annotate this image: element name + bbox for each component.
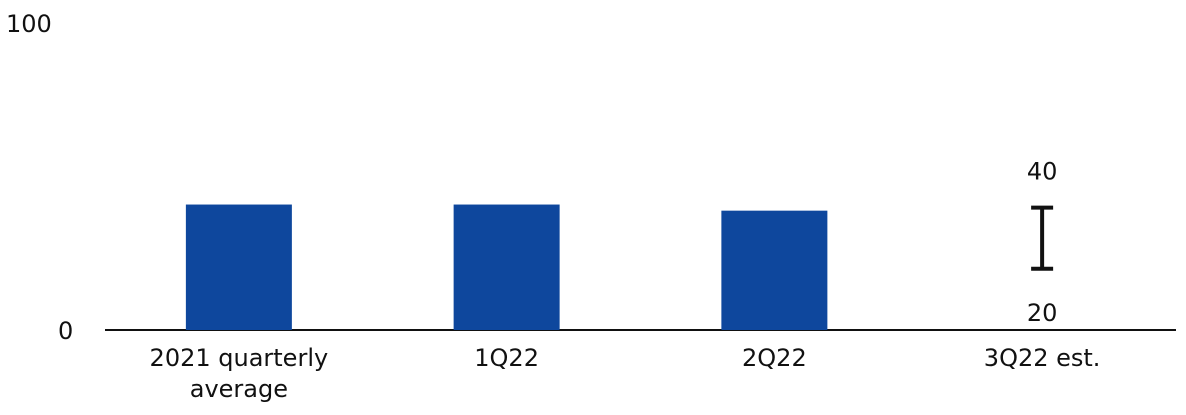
- bar-1q22: [453, 204, 560, 330]
- y-tick-label-0: 0: [58, 317, 73, 345]
- estimate-high-label: 40: [1027, 158, 1058, 186]
- category-label-2021-quarterly-average: 2021 quarterly average: [150, 344, 329, 403]
- category-label-1q22: 1Q22: [474, 344, 539, 372]
- category-label-3q22-est-: 3Q22 est.: [984, 344, 1101, 372]
- bar-2q22: [721, 210, 828, 330]
- category-label-2q22: 2Q22: [742, 344, 807, 372]
- estimate-range-group: [1031, 205, 1054, 271]
- category-labels-group: 2021 quarterly average 1Q22 2Q22 3Q22 est.: [150, 344, 1101, 403]
- bars-group: [185, 204, 828, 330]
- y-tick-label-100: 100: [6, 10, 52, 38]
- estimate-low-label: 20: [1027, 299, 1058, 327]
- bar-2021-quarterly-average: [185, 204, 292, 330]
